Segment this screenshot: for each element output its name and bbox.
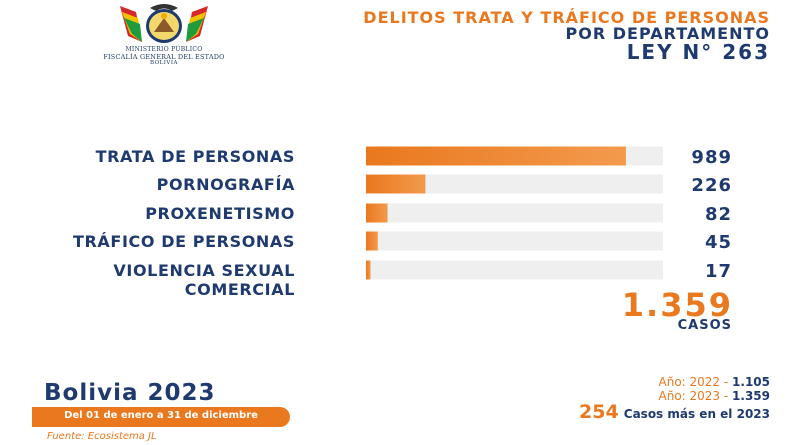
total-cases-unit: CASOS (677, 318, 732, 333)
value-label-item-2: 226 (691, 175, 732, 196)
bar-track-item-2 (366, 174, 663, 194)
logo-line-1: MINISTERIO PÚBLICO (125, 46, 203, 53)
year-2023-line: Año: 2023 - 1.359 (659, 389, 770, 403)
period-badge: Del 01 de enero a 31 de diciembre (32, 407, 290, 427)
fiscalia-logo: MINISTERIO PÚBLICO FISCALÍA GENERAL DEL … (84, 2, 244, 66)
value-label-item-3: 82 (705, 204, 732, 225)
year-2022-label: Año: 2022 - (658, 375, 733, 389)
year-2023-label: Año: 2023 - (658, 389, 733, 403)
title-line-2: POR DEPARTAMENTO (565, 24, 770, 43)
category-label-item-5-line-2: COMERCIAL (185, 280, 295, 299)
bar-item-1 (366, 146, 626, 166)
period-text: Del 01 de enero a 31 de diciembre (64, 410, 258, 421)
logo-line-3: BOLIVIA (149, 60, 179, 66)
source-note: Fuente: Ecosistema JL (47, 431, 157, 442)
year-2022-line: Año: 2022 - 1.105 (659, 375, 770, 389)
country-year-title: Bolivia 2023 (44, 380, 216, 406)
difference-text: Casos más en el 2023 (623, 407, 770, 421)
title-line-1: DELITOS TRATA Y TRÁFICO DE PERSONAS (363, 8, 770, 27)
difference-value: 254 (579, 401, 619, 423)
category-label-item-1: TRATA DE PERSONAS (96, 147, 295, 166)
category-label-item-3: PROXENETISMO (145, 204, 295, 223)
value-label-item-5: 17 (705, 261, 732, 282)
bar-track-item-4 (366, 231, 663, 251)
bar-track-item-3 (366, 203, 663, 223)
bar-item-2 (366, 174, 426, 194)
bar-item-4 (366, 231, 378, 251)
bar-item-5 (366, 260, 371, 280)
difference-line: 254 Casos más en el 2023 (579, 401, 770, 423)
year-2023-value: 1.359 (732, 389, 770, 403)
total-cases-value: 1.359 (621, 286, 733, 324)
year-2022-value: 1.105 (732, 375, 770, 389)
value-label-item-1: 989 (691, 147, 732, 168)
category-label-item-2: PORNOGRAFÍA (157, 175, 295, 194)
logo-line-2: FISCALÍA GENERAL DEL ESTADO (103, 53, 225, 61)
category-label-item-4: TRÁFICO DE PERSONAS (73, 232, 295, 251)
bar-item-3 (366, 203, 388, 223)
coat-of-arms-icon (120, 4, 208, 43)
value-label-item-4: 45 (705, 232, 732, 253)
bar-track-item-5 (366, 260, 663, 280)
category-label-item-5-line-1: VIOLENCIA SEXUAL (113, 261, 295, 280)
title-line-3: LEY N° 263 (626, 40, 770, 64)
